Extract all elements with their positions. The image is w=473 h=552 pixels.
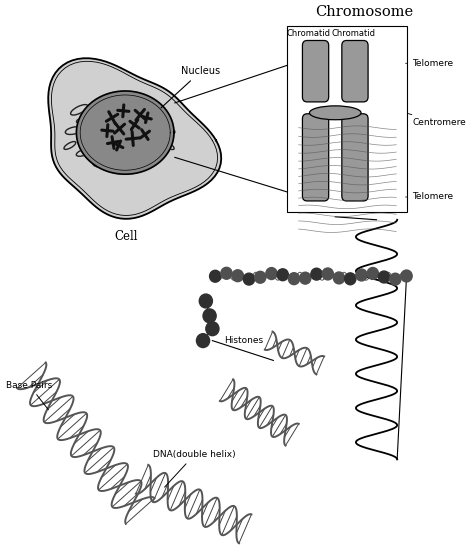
- Circle shape: [299, 272, 311, 284]
- Circle shape: [333, 272, 345, 284]
- Circle shape: [210, 270, 221, 282]
- Text: Nucleus: Nucleus: [161, 66, 220, 108]
- Text: Telomere: Telomere: [405, 193, 453, 201]
- Polygon shape: [77, 91, 174, 174]
- Circle shape: [203, 309, 216, 323]
- Text: Chromatid: Chromatid: [331, 29, 375, 38]
- FancyBboxPatch shape: [302, 114, 329, 201]
- Circle shape: [311, 268, 322, 280]
- Circle shape: [277, 269, 289, 280]
- Circle shape: [199, 294, 212, 308]
- Text: Centromere: Centromere: [408, 114, 466, 127]
- Circle shape: [254, 272, 266, 283]
- Text: Chromatid: Chromatid: [286, 29, 330, 38]
- Circle shape: [356, 269, 367, 281]
- Circle shape: [378, 271, 390, 283]
- FancyBboxPatch shape: [342, 40, 368, 102]
- Ellipse shape: [309, 106, 361, 120]
- Text: Base Pairs: Base Pairs: [6, 381, 53, 410]
- Text: Histones: Histones: [224, 336, 263, 344]
- Circle shape: [401, 270, 412, 282]
- Circle shape: [289, 273, 299, 285]
- FancyBboxPatch shape: [342, 114, 368, 201]
- Polygon shape: [48, 59, 221, 219]
- Circle shape: [390, 273, 401, 285]
- Circle shape: [266, 268, 277, 279]
- Text: Cell: Cell: [114, 230, 138, 243]
- Circle shape: [367, 268, 378, 279]
- Circle shape: [221, 267, 232, 279]
- Circle shape: [206, 322, 219, 336]
- Circle shape: [243, 273, 254, 285]
- Circle shape: [345, 273, 356, 285]
- Bar: [288, 25, 407, 212]
- Circle shape: [196, 334, 210, 348]
- Text: Chromosome: Chromosome: [315, 5, 413, 19]
- Text: DNA(double helix): DNA(double helix): [153, 450, 236, 487]
- Text: Telomere: Telomere: [405, 59, 453, 68]
- Circle shape: [322, 268, 333, 280]
- Circle shape: [232, 270, 243, 282]
- FancyBboxPatch shape: [302, 40, 329, 102]
